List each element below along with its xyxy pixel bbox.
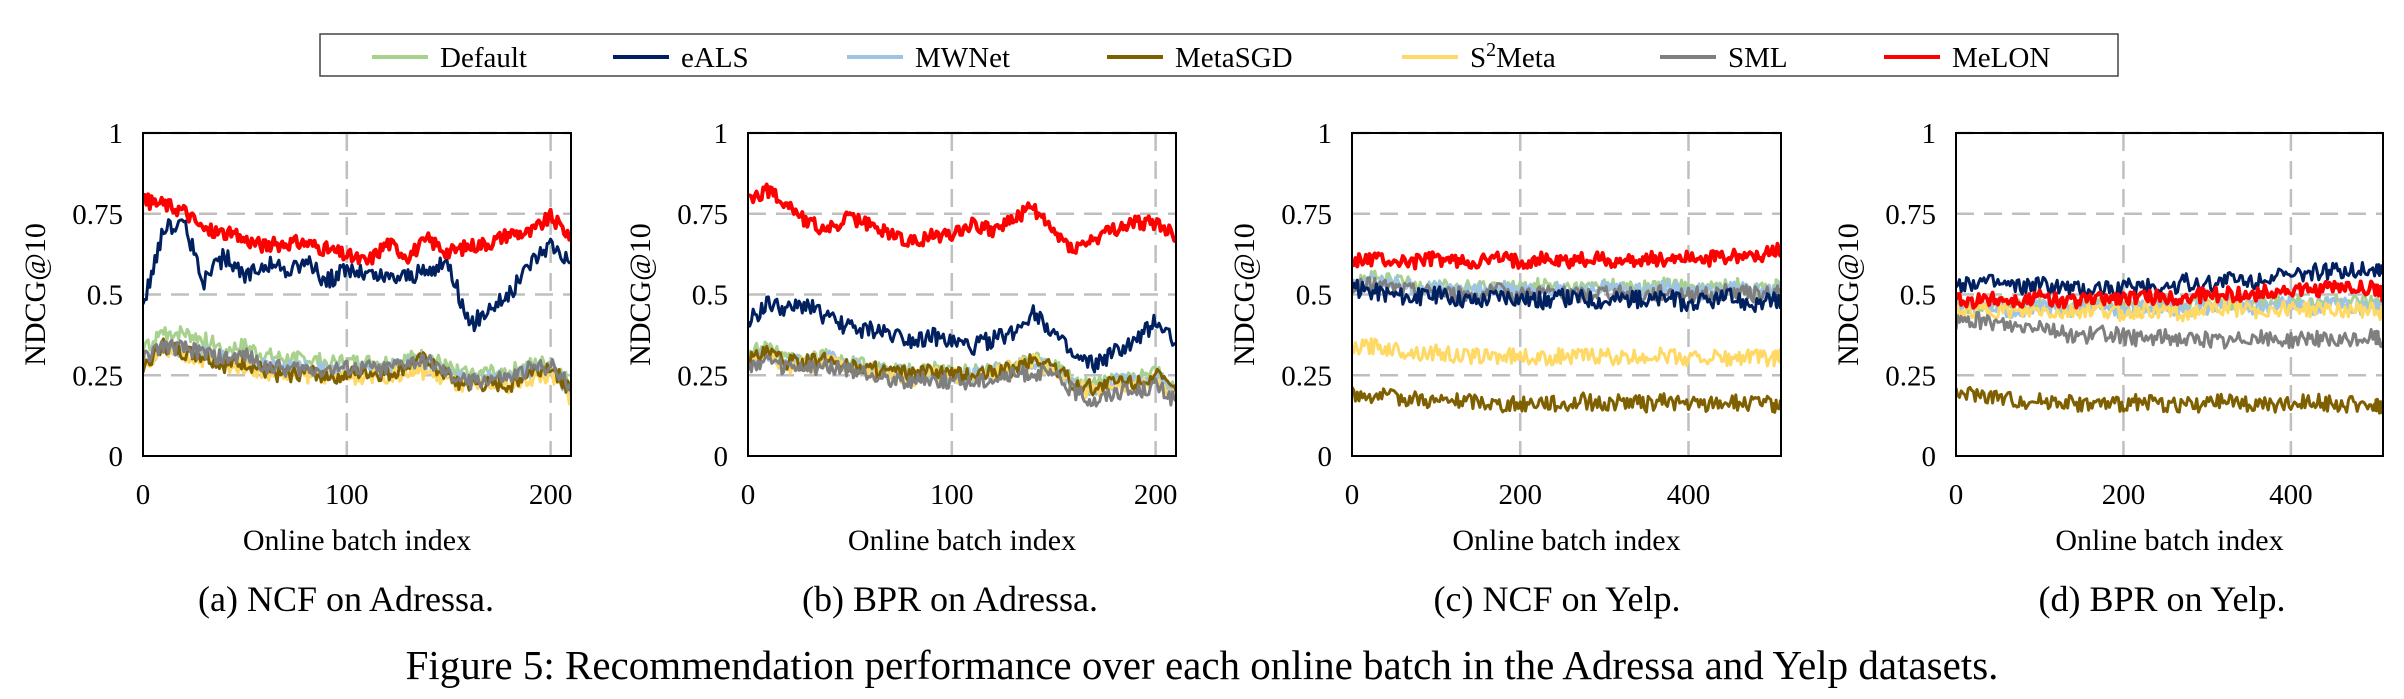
series-line-metasgd <box>1352 386 1781 414</box>
x-tick-label: 0 <box>1345 479 1360 511</box>
x-tick-label: 200 <box>1134 479 1178 511</box>
y-axis-label: NDCG@10 <box>1832 223 1865 366</box>
y-tick-label: 0.75 <box>1885 199 1936 231</box>
x-axis-label: Online batch index <box>2055 524 2283 557</box>
series-line-melon <box>1956 279 2383 310</box>
y-tick-label: 0.75 <box>677 199 728 231</box>
series-group <box>748 182 1176 408</box>
legend-item-mwnet: MWNet <box>847 42 1010 74</box>
x-tick-label: 200 <box>529 479 573 511</box>
legend-label: S2Meta <box>1470 39 1556 74</box>
x-tick-label: 0 <box>1949 479 1964 511</box>
series-line-sml <box>748 353 1176 408</box>
legend-label: SML <box>1728 42 1788 74</box>
y-tick-label: 0.25 <box>1281 360 1332 392</box>
y-axis-label: NDCG@10 <box>1228 223 1261 366</box>
y-tick-label: 0.25 <box>1885 360 1936 392</box>
series-line-eals <box>748 295 1176 374</box>
y-tick-label: 0.5 <box>1900 280 1936 312</box>
legend: Default eALS MWNet MetaSGD S2Meta SML MeLON <box>319 33 2119 77</box>
x-tick-label: 200 <box>2102 479 2146 511</box>
caption-c: (c) NCF on Yelp. <box>1433 579 1680 619</box>
legend-label: eALS <box>681 42 749 74</box>
y-tick-label: 0.75 <box>72 199 123 231</box>
y-axis-label: NDCG@10 <box>624 223 657 366</box>
legend-label: Default <box>440 42 527 74</box>
series-group <box>1352 241 1781 414</box>
legend-label: MetaSGD <box>1175 42 1293 74</box>
legend-item-s2meta: S2Meta <box>1402 39 1556 74</box>
x-tick-label: 100 <box>325 479 369 511</box>
x-tick-label: 400 <box>2269 479 2313 511</box>
series-line-eals <box>143 218 571 333</box>
y-axis-label: NDCG@10 <box>19 223 52 366</box>
caption-a: (a) NCF on Adressa. <box>198 579 494 619</box>
y-tick-label: 0.75 <box>1281 199 1332 231</box>
plot-frame <box>1351 132 1782 457</box>
y-tick-label: 1 <box>714 118 729 150</box>
x-tick-label: 400 <box>1667 479 1711 511</box>
x-tick-label: 0 <box>741 479 756 511</box>
y-tick-label: 0 <box>1922 441 1937 473</box>
legend-item-eals: eALS <box>613 42 749 74</box>
series-group <box>143 192 571 406</box>
x-axis-label: Online batch index <box>243 524 471 557</box>
chart-panel-d: 0 0.25 0.5 0.75 1 0 200 400 Online batch index ND… <box>1832 118 2384 557</box>
y-tick-label: 0.25 <box>677 360 728 392</box>
y-tick-label: 0.5 <box>692 280 728 312</box>
legend-item-melon: MeLON <box>1884 42 2050 74</box>
series-line-s2meta <box>1352 337 1781 368</box>
series-line-melon <box>1352 241 1781 271</box>
y-tick-label: 0 <box>1318 441 1333 473</box>
x-axis-label: Online batch index <box>848 524 1076 557</box>
legend-item-sml: SML <box>1660 42 1788 74</box>
series-line-melon <box>748 182 1176 255</box>
chart-panel-a: 0 0.25 0.5 0.75 1 0 100 200 Online batch index ND… <box>19 118 572 557</box>
x-tick-label: 200 <box>1498 479 1542 511</box>
plot-frame <box>1955 132 2384 457</box>
series-line-eals <box>1352 278 1781 313</box>
y-tick-label: 0.25 <box>72 360 123 392</box>
series-group <box>1956 261 2383 415</box>
series-line-melon <box>143 192 571 266</box>
legend-item-default: Default <box>372 42 527 74</box>
y-tick-label: 0.5 <box>87 280 123 312</box>
series-line-metasgd <box>1956 385 2383 415</box>
y-tick-label: 0.5 <box>1296 280 1332 312</box>
caption-d: (d) BPR on Yelp. <box>2038 579 2285 619</box>
figure-caption: Figure 5: Recommendation performance ove… <box>406 642 1999 688</box>
series-line-sml <box>1956 311 2383 350</box>
chart-panel-c: 0 0.25 0.5 0.75 1 0 200 400 Online batch index ND… <box>1228 118 1782 557</box>
x-axis-label: Online batch index <box>1452 524 1680 557</box>
y-tick-label: 1 <box>109 118 124 150</box>
plot-frame <box>747 132 1177 457</box>
legend-label: MeLON <box>1952 42 2050 74</box>
x-tick-label: 0 <box>136 479 151 511</box>
grid <box>748 131 1176 456</box>
y-tick-label: 1 <box>1922 118 1937 150</box>
caption-b: (b) BPR on Adressa. <box>802 579 1098 619</box>
plot-frame <box>142 132 572 457</box>
y-tick-label: 0 <box>714 441 729 473</box>
legend-item-metasgd: MetaSGD <box>1107 42 1293 74</box>
series-line-eals <box>1956 261 2383 299</box>
series-line-sml <box>143 338 571 392</box>
chart-panel-b: 0 0.25 0.5 0.75 1 0 100 200 Online batch index ND… <box>624 118 1177 557</box>
x-tick-label: 100 <box>930 479 974 511</box>
legend-label: MWNet <box>915 42 1010 74</box>
y-tick-label: 0 <box>109 441 124 473</box>
y-tick-label: 1 <box>1318 118 1333 150</box>
